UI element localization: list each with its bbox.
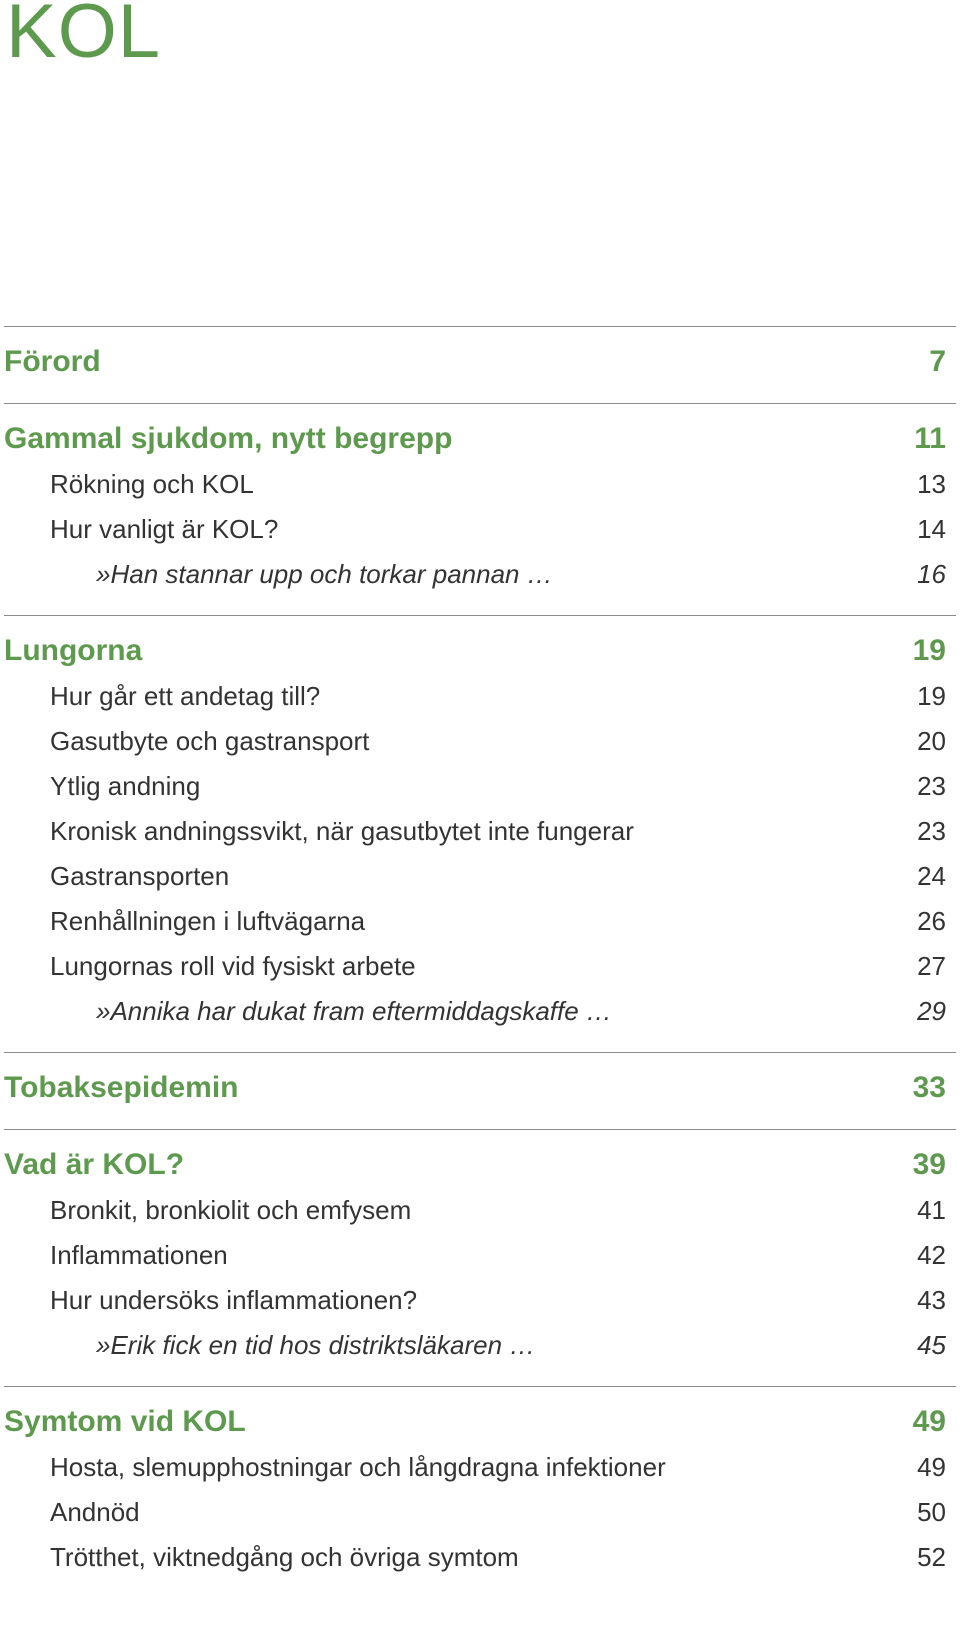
toc-entry-title: Lungornas roll vid fysiskt arbete [50, 951, 416, 981]
toc-entry-title: Bronkit, bronkiolit och emfysem [50, 1195, 412, 1225]
toc-page-number: 19 [917, 681, 946, 711]
toc-page-number: 43 [917, 1285, 946, 1315]
toc-entry-title: Vad är KOL? [4, 1148, 185, 1181]
toc-page-number: 13 [917, 469, 946, 499]
toc-page-number: 27 [917, 951, 946, 981]
toc-subentry[interactable]: Ytlig andning 23 [4, 764, 956, 809]
toc-quote-entry[interactable]: »Annika har dukat fram eftermiddagskaffe… [4, 989, 956, 1034]
toc-entry-title: Symtom vid KOL [4, 1405, 246, 1438]
toc-entry-title: Gammal sjukdom, nytt begrepp [4, 422, 453, 455]
toc-subentry[interactable]: Hur går ett andetag till? 19 [4, 674, 956, 719]
toc-page-number: 49 [912, 1405, 946, 1438]
toc-subentry[interactable]: Rökning och KOL 13 [4, 462, 956, 507]
table-of-contents: Förord 7 Gammal sjukdom, nytt begrepp 11 Rök… [4, 326, 956, 1598]
toc-entry-title: Hur undersöks inflammationen? [50, 1285, 418, 1315]
toc-section: Förord 7 [4, 326, 956, 403]
toc-chapter-entry[interactable]: Gammal sjukdom, nytt begrepp 11 [4, 416, 956, 462]
toc-subentry[interactable]: Hur undersöks inflammationen? 43 [4, 1278, 956, 1323]
toc-entry-title: Inflammationen [50, 1240, 228, 1270]
toc-page-number: 14 [917, 514, 946, 544]
toc-page-number: 16 [917, 559, 946, 589]
toc-page-number: 41 [917, 1195, 946, 1225]
toc-page-number: 23 [917, 771, 946, 801]
toc-page-number: 39 [912, 1148, 946, 1181]
toc-subentry[interactable]: Gasutbyte och gastransport 20 [4, 719, 956, 764]
toc-entry-title: Tobaksepidemin [4, 1071, 239, 1104]
toc-entry-title: Gastransporten [50, 861, 230, 891]
toc-section: Tobaksepidemin 33 [4, 1052, 956, 1129]
toc-quote-entry[interactable]: »Han stannar upp och torkar pannan … 16 [4, 552, 956, 597]
toc-entry-title: Kronisk andningssvikt, när gasutbytet in… [50, 816, 634, 846]
toc-page-number: 49 [917, 1452, 946, 1482]
toc-page-number: 19 [912, 634, 946, 667]
toc-page-number: 11 [914, 422, 946, 455]
toc-entry-title: Hosta, slemupphostningar och långdragna … [50, 1452, 666, 1482]
toc-entry-title: »Erik fick en tid hos distriktsläkaren … [96, 1330, 536, 1360]
toc-entry-title: Hur vanligt är KOL? [50, 514, 279, 544]
toc-entry-title: Hur går ett andetag till? [50, 681, 321, 711]
toc-page-number: 52 [917, 1542, 946, 1572]
toc-section: Symtom vid KOL 49 Hosta, slemupphostningar… [4, 1386, 956, 1598]
toc-subentry[interactable]: Lungornas roll vid fysiskt arbete 27 [4, 944, 956, 989]
book-title: KOL [6, 0, 162, 74]
toc-page-number: 33 [912, 1071, 946, 1104]
toc-chapter-entry[interactable]: Tobaksepidemin 33 [4, 1065, 956, 1111]
toc-subentry[interactable]: Gastransporten 24 [4, 854, 956, 899]
toc-chapter-entry[interactable]: Förord 7 [4, 339, 956, 385]
toc-subentry[interactable]: Hur vanligt är KOL? 14 [4, 507, 956, 552]
toc-entry-title: Andnöd [50, 1497, 140, 1527]
toc-entry-title: Lungorna [4, 634, 143, 667]
toc-subentry[interactable]: Hosta, slemupphostningar och långdragna … [4, 1445, 956, 1490]
toc-section: Gammal sjukdom, nytt begrepp 11 Rökning oc… [4, 403, 956, 615]
toc-entry-title: Gasutbyte och gastransport [50, 726, 370, 756]
toc-subentry[interactable]: Kronisk andningssvikt, när gasutbytet in… [4, 809, 956, 854]
toc-quote-entry[interactable]: »Erik fick en tid hos distriktsläkaren …… [4, 1323, 956, 1368]
toc-page-number: 24 [917, 861, 946, 891]
toc-page-number: 7 [929, 345, 946, 378]
toc-subentry[interactable]: Renhållningen i luftvägarna 26 [4, 899, 956, 944]
toc-section: Vad är KOL? 39 Bronkit, bronkiolit och emf… [4, 1129, 956, 1386]
toc-chapter-entry[interactable]: Vad är KOL? 39 [4, 1142, 956, 1188]
toc-section: Lungorna 19 Hur går ett andetag till? 19 Gas… [4, 615, 956, 1052]
toc-page-number: 26 [917, 906, 946, 936]
toc-entry-title: Ytlig andning [50, 771, 201, 801]
toc-page-number: 29 [917, 996, 946, 1026]
toc-entry-title: »Annika har dukat fram eftermiddagskaffe… [96, 996, 612, 1026]
toc-entry-title: Trötthet, viktnedgång och övriga symtom [50, 1542, 519, 1572]
toc-entry-title: Renhållningen i luftvägarna [50, 906, 366, 936]
toc-page-number: 50 [917, 1497, 946, 1527]
toc-chapter-entry[interactable]: Symtom vid KOL 49 [4, 1399, 956, 1445]
toc-entry-title: Förord [4, 345, 101, 378]
toc-page-number: 45 [917, 1330, 946, 1360]
toc-subentry[interactable]: Bronkit, bronkiolit och emfysem 41 [4, 1188, 956, 1233]
toc-entry-title: »Han stannar upp och torkar pannan … [96, 559, 553, 589]
toc-subentry[interactable]: Inflammationen 42 [4, 1233, 956, 1278]
toc-subentry[interactable]: Trötthet, viktnedgång och övriga symtom 5… [4, 1535, 956, 1580]
toc-chapter-entry[interactable]: Lungorna 19 [4, 628, 956, 674]
toc-page-number: 42 [917, 1240, 946, 1270]
toc-page-number: 20 [917, 726, 946, 756]
toc-subentry[interactable]: Andnöd 50 [4, 1490, 956, 1535]
toc-entry-title: Rökning och KOL [50, 469, 254, 499]
toc-page-number: 23 [917, 816, 946, 846]
